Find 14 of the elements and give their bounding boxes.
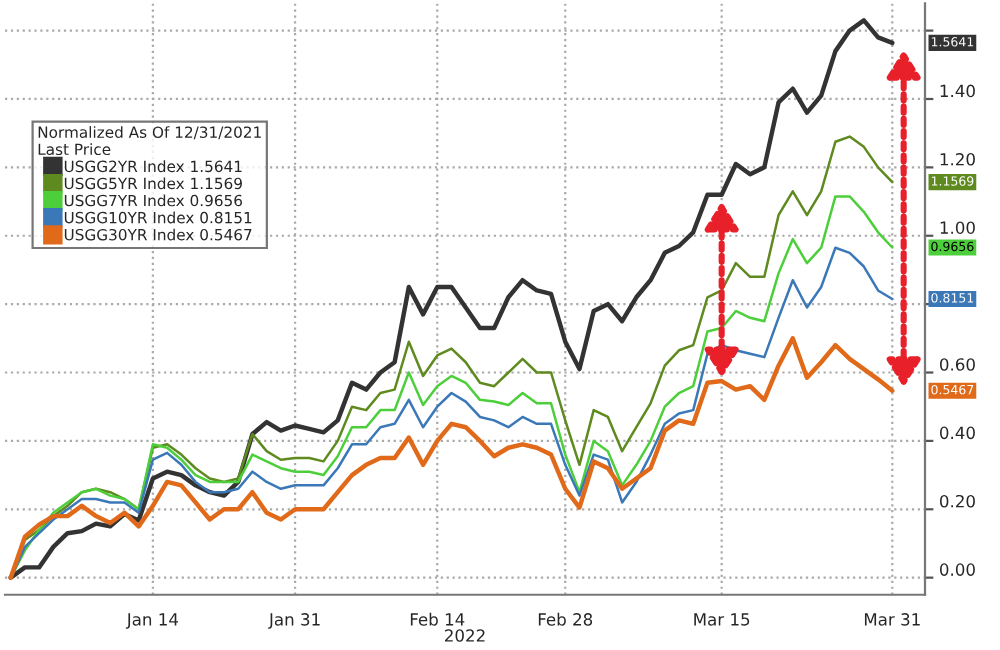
x-tick-label: Feb 14 (410, 612, 465, 626)
y-tick-label: 0.60 (939, 358, 975, 371)
y-tick-label: 1.20 (940, 152, 975, 166)
x-tick-label: Mar 31 (864, 613, 920, 626)
x-tick-label: Jan 31 (268, 613, 320, 629)
y-tick-label: 0.40 (939, 426, 975, 440)
x-tick-label: Mar 15 (694, 613, 750, 626)
y-tick-label: 0.20 (939, 494, 975, 508)
x-tick-label: Jan 14 (125, 613, 179, 629)
y-tick-label: 1.00 (940, 221, 975, 234)
x-axis-title: 2022 (445, 629, 485, 642)
y-tick-label: 0.00 (939, 563, 975, 576)
y-tick-label: 1.40 (940, 84, 975, 98)
x-tick-label: Feb 28 (538, 612, 593, 626)
